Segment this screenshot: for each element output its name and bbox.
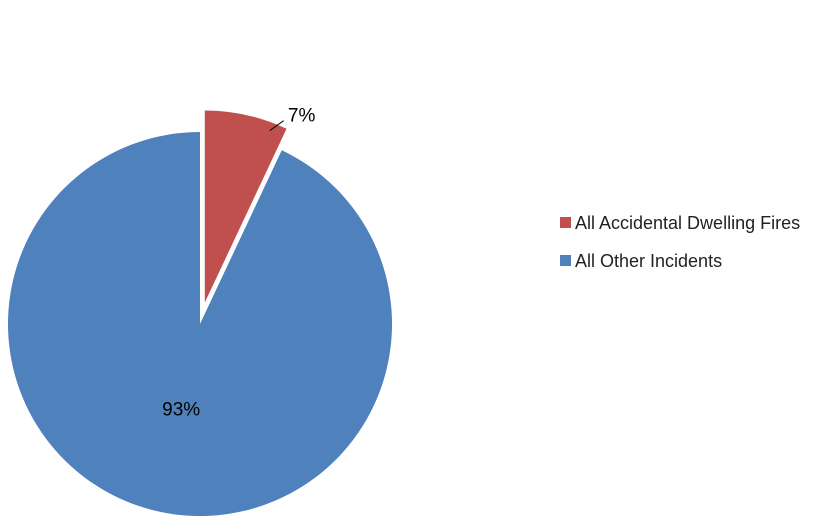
slice-label-accidental-dwelling-fires: 7% [288, 106, 316, 127]
legend-item-accidental-dwelling-fires: All Accidental Dwelling Fires [560, 211, 830, 235]
slice-label-other-incidents: 93% [162, 399, 200, 420]
slice-accidental-dwelling-fires [204, 110, 287, 303]
legend-swatch-accidental-dwelling-fires [560, 217, 571, 228]
legend-label-other-incidents: All Other Incidents [575, 251, 723, 271]
pie-slices [7, 110, 392, 516]
legend-label-accidental-dwelling-fires: All Accidental Dwelling Fires [575, 213, 801, 233]
leader-line-accidental-dwelling-fires [269, 120, 284, 132]
legend-item-other-incidents: All Other Incidents [560, 249, 830, 273]
pie-chart: 7% 93% [7, 106, 392, 516]
legend-swatch-other-incidents [560, 255, 571, 266]
slice-other-incidents [7, 132, 392, 516]
legend: All Accidental Dwelling Fires All Other … [560, 211, 830, 287]
